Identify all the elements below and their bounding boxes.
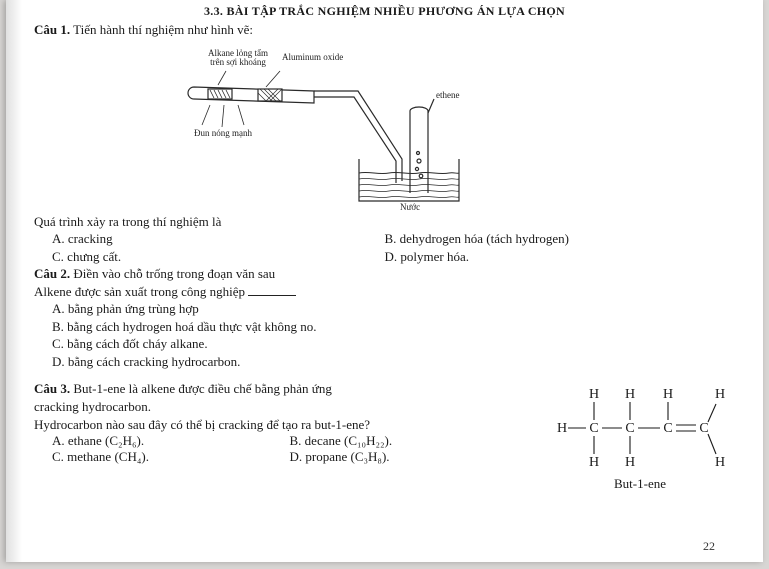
- q3-row: Câu 3. But-1-ene là alkene được điều chế…: [34, 380, 735, 492]
- page-container: 3.3. BÀI TẬP TRẮC NGHIỆM NHIỀU PHƯƠNG ÁN…: [6, 0, 763, 562]
- q3-left: Câu 3. But-1-ene là alkene được điều chế…: [34, 380, 545, 465]
- label-ethene: ethene: [436, 91, 459, 100]
- svg-text:C: C: [589, 421, 598, 436]
- q3-molecule: H C C C C H H H H H H H: [545, 380, 735, 492]
- page-number: 22: [703, 539, 715, 554]
- book-spine-shadow: [6, 0, 22, 562]
- q1-line: Câu 1. Tiến hành thí nghiệm như hình vẽ:: [34, 21, 735, 39]
- svg-text:H: H: [589, 387, 599, 402]
- q1-optD: D. polymer hóa.: [385, 248, 736, 266]
- q3-options-row1: A. ethane (C₂H₆). B. decane (C₁₀H₂₂).: [34, 433, 545, 449]
- q2-optD: D. bằng cách cracking hydrocarbon.: [34, 353, 735, 371]
- q1-label: Câu 1.: [34, 22, 70, 37]
- q1-prompt: Quá trình xảy ra trong thí nghiệm là: [34, 213, 735, 231]
- q2-blank: [248, 284, 296, 296]
- svg-text:C: C: [625, 421, 634, 436]
- q3-optB: B. decane (C₁₀H₂₂).: [290, 433, 546, 449]
- label-heat: Đun nóng mạnh: [194, 129, 252, 138]
- q1-optC: C. chưng cất.: [34, 248, 385, 266]
- svg-text:H: H: [589, 455, 599, 470]
- svg-text:H: H: [715, 455, 725, 470]
- section-heading: 3.3. BÀI TẬP TRẮC NGHIỆM NHIỀU PHƯƠNG ÁN…: [34, 4, 735, 19]
- q1-optA: A. cracking: [34, 230, 385, 248]
- q1-options: A. cracking C. chưng cất. B. dehydrogen …: [34, 230, 735, 265]
- svg-text:C: C: [663, 421, 672, 436]
- svg-text:C: C: [699, 421, 708, 436]
- label-aluminum: Aluminum oxide: [282, 53, 343, 62]
- q2-optC: C. bằng cách đốt cháy alkane.: [34, 335, 735, 353]
- q3-line1-wrap: Câu 3. But-1-ene là alkene được điều chế…: [34, 380, 545, 398]
- svg-text:H: H: [715, 387, 725, 402]
- q3-optD: D. propane (C₃H₈).: [290, 449, 546, 465]
- q3-options-row2: C. methane (CH₄). D. propane (C₃H₈).: [34, 449, 545, 465]
- label-water: Nước: [400, 203, 420, 212]
- but1ene-svg: H C C C C H H H H H H H: [550, 384, 730, 472]
- molecule-caption: But-1-ene: [545, 476, 735, 492]
- q2-optB: B. bằng cách hydrogen hoá dầu thực vật k…: [34, 318, 735, 336]
- q2-stem-text: Alkene được sản xuất trong công nghiệp: [34, 284, 248, 299]
- svg-text:H: H: [663, 387, 673, 402]
- q2-label: Câu 2.: [34, 266, 70, 281]
- q1-diagram: Alkane lỏng tẩmtrên sợi khoáng Aluminum …: [164, 41, 524, 211]
- q3-line3: Hydrocarbon nào sau đây có thể bị cracki…: [34, 416, 545, 434]
- q2-stem: Alkene được sản xuất trong công nghiệp: [34, 283, 735, 301]
- q2-optA: A. bằng phản ứng trùng hợp: [34, 300, 735, 318]
- q3-line2: cracking hydrocarbon.: [34, 398, 545, 416]
- svg-text:H: H: [557, 421, 567, 436]
- q3-label: Câu 3.: [34, 381, 70, 396]
- q2-line: Câu 2. Điền vào chỗ trống trong đoạn văn…: [34, 265, 735, 283]
- q3-line1: But-1-ene là alkene được điều chế bằng p…: [73, 381, 331, 396]
- q3-optC: C. methane (CH₄).: [34, 449, 290, 465]
- svg-text:H: H: [625, 387, 635, 402]
- label-alkane: Alkane lỏng tẩmtrên sợi khoáng: [198, 49, 278, 68]
- svg-text:H: H: [625, 455, 635, 470]
- q1-text: Tiến hành thí nghiệm như hình vẽ:: [73, 22, 253, 37]
- q3-optA: A. ethane (C₂H₆).: [34, 433, 290, 449]
- q1-optB: B. dehydrogen hóa (tách hydrogen): [385, 230, 736, 248]
- q2-text: Điền vào chỗ trống trong đoạn văn sau: [73, 266, 275, 281]
